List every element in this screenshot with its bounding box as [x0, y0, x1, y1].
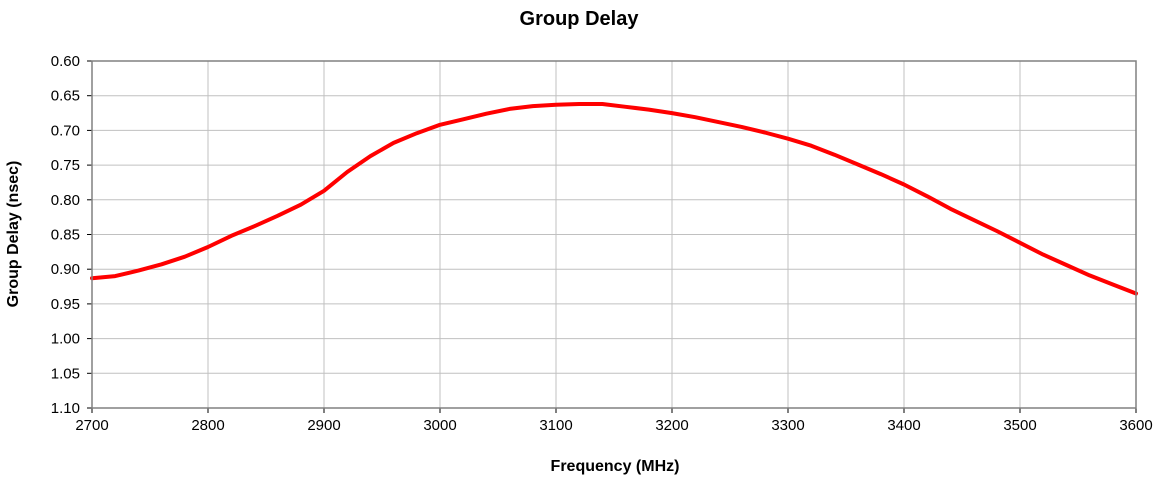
y-tick-label: 1.00	[51, 331, 80, 348]
y-tick-label: 0.90	[51, 261, 80, 278]
y-tick-label: 1.05	[51, 365, 80, 382]
grid-layer	[87, 60, 1137, 413]
y-tick-label: 0.70	[51, 122, 80, 139]
y-tick-label: 0.75	[51, 157, 80, 174]
x-tick-label: 3100	[539, 417, 572, 434]
y-tick-label: 0.80	[51, 192, 80, 209]
group-delay-series-line	[90, 102, 1138, 296]
x-tick-label: 3600	[1119, 417, 1152, 434]
x-axis-label: Frequency (MHz)	[551, 458, 680, 475]
x-tick-label: 3000	[423, 417, 456, 434]
y-tick-label: 0.95	[51, 296, 80, 313]
y-axis-label: Group Delay (nsec)	[5, 161, 22, 308]
x-tick-label: 3400	[887, 417, 920, 434]
chart-title: Group Delay	[520, 8, 640, 30]
y-tick-label: 0.85	[51, 227, 80, 244]
x-tick-label: 2700	[75, 417, 108, 434]
x-tick-label: 2800	[191, 417, 224, 434]
y-tick-label: 0.60	[51, 53, 80, 70]
y-tick-label: 0.65	[51, 88, 80, 105]
x-tick-label: 3200	[655, 417, 688, 434]
x-tick-label: 3300	[771, 417, 804, 434]
tick-layer: 2700 2800 2900 3000 3100 3200 3300 3400 3500 3600…	[51, 53, 1153, 434]
y-tick-label: 1.10	[51, 400, 80, 417]
plot-area-frame	[91, 60, 1137, 409]
x-tick-label: 2900	[307, 417, 340, 434]
series-layer	[90, 102, 1138, 296]
x-tick-label: 3500	[1003, 417, 1036, 434]
